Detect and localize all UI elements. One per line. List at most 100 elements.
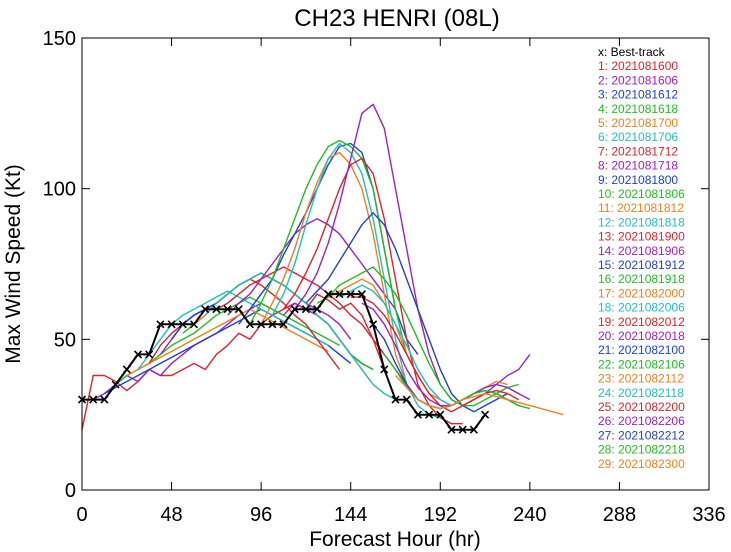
legend-entry: 16: 2021081918 — [598, 272, 685, 286]
x-axis-title: Forecast Hour (hr) — [309, 528, 481, 551]
series-line-5 — [126, 308, 329, 377]
best-track-marker — [257, 320, 266, 329]
legend-entry-best-track: x: Best-track — [598, 45, 666, 59]
best-track-marker — [178, 320, 187, 329]
y-tick-label: 0 — [65, 480, 76, 502]
series-line-15 — [238, 142, 419, 355]
best-track-marker — [369, 320, 378, 329]
legend-entry: 29: 2021082300 — [598, 457, 685, 471]
y-tick-label: 150 — [43, 28, 76, 50]
best-track-marker — [122, 365, 131, 374]
legend-entry: 23: 2021082112 — [598, 372, 684, 386]
best-track-marker — [111, 380, 120, 389]
best-track-marker — [346, 290, 355, 299]
legend-entry: 10: 2021081806 — [598, 187, 685, 201]
series-line-18 — [271, 142, 441, 419]
series-line-11 — [193, 272, 385, 395]
y-tick-label: 50 — [54, 329, 76, 351]
series-line-21 — [305, 212, 508, 413]
best-track-marker — [212, 305, 221, 314]
series-line-19 — [282, 157, 463, 425]
legend-entry: 7: 2021081712 — [598, 144, 678, 158]
series-line-14 — [227, 218, 397, 316]
best-track-marker — [481, 410, 490, 419]
series-line-22 — [316, 266, 519, 407]
legend-entry: 11: 2021081812 — [598, 201, 684, 215]
best-track-marker — [167, 320, 176, 329]
x-tick-label: 336 — [692, 504, 725, 526]
series-line-17 — [260, 151, 430, 407]
legend-entry: 8: 2021081718 — [598, 159, 678, 173]
best-track-marker — [201, 305, 210, 314]
x-tick-label: 288 — [603, 504, 636, 526]
best-track-marker — [245, 320, 255, 329]
best-track-marker — [133, 350, 143, 359]
legend-entry: 2: 2021081606 — [598, 73, 678, 87]
best-track-marker — [469, 425, 478, 434]
legend-entry: 12: 2021081818 — [598, 215, 685, 229]
x-tick-label: 144 — [334, 504, 367, 526]
best-track-marker — [391, 395, 400, 404]
best-track-marker — [100, 395, 109, 404]
x-tick-label: 96 — [250, 504, 272, 526]
best-track-marker — [380, 365, 389, 374]
legend-entry: 28: 2021082218 — [598, 443, 685, 457]
best-track-marker — [156, 320, 165, 329]
legend-entry: 22: 2021082106 — [598, 357, 685, 371]
best-track-marker — [89, 395, 98, 404]
x-tick-label: 240 — [513, 504, 546, 526]
best-track-marker — [447, 425, 456, 434]
x-tick-label: 192 — [424, 504, 457, 526]
legend-entry: 14: 2021081906 — [598, 244, 685, 258]
legend-entry: 27: 2021082212 — [598, 428, 685, 442]
legend-entry: 18: 2021082006 — [598, 301, 685, 315]
best-track-marker — [279, 320, 288, 329]
best-track-marker — [402, 395, 411, 404]
series-line-1 — [81, 293, 385, 430]
legend-entry: 17: 2021082000 — [598, 286, 685, 300]
best-track-marker — [413, 410, 422, 419]
series-line-20 — [294, 103, 531, 407]
legend-entry: 5: 2021081700 — [598, 116, 678, 130]
series-line-10 — [182, 272, 374, 371]
best-track-marker — [458, 425, 467, 434]
legend-entry: 13: 2021081900 — [598, 230, 685, 244]
series-line-12 — [204, 272, 396, 401]
axes: 0 48 96 144 192 240 288 336 0 50 100 150 — [43, 28, 726, 526]
best-track-marker — [313, 305, 322, 314]
legend-entry: 20: 2021082018 — [598, 329, 685, 343]
best-track-marker — [145, 350, 154, 359]
legend-entry: 24: 2021082118 — [598, 386, 684, 400]
legend-entry: 19: 2021082012 — [598, 315, 685, 329]
best-track-marker — [324, 290, 333, 299]
best-track-marker — [268, 320, 277, 329]
best-track-marker — [290, 305, 299, 314]
best-track-marker — [335, 290, 344, 299]
best-track-marker — [301, 305, 310, 314]
plot-lines — [81, 103, 564, 430]
best-track-marker — [436, 410, 445, 419]
chart-title: CH23 HENRI (08L) — [294, 5, 499, 32]
y-tick-label: 100 — [43, 179, 76, 201]
best-track-marker — [425, 410, 434, 419]
legend-entry: 3: 2021081612 — [598, 88, 678, 102]
series-line-29 — [394, 375, 564, 416]
best-track-marker — [357, 290, 366, 299]
x-tick-label: 0 — [76, 504, 87, 526]
y-axis-title: Max Wind Speed (Kt) — [2, 164, 25, 364]
legend-entry: 6: 2021081706 — [598, 130, 678, 144]
series-line-26 — [361, 302, 531, 407]
legend-entry: 25: 2021082200 — [598, 400, 685, 414]
legend-entry: 15: 2021081912 — [598, 258, 685, 272]
plot-frame — [81, 37, 710, 491]
best-track-marker — [234, 305, 243, 314]
legend-entry: 1: 2021081600 — [598, 59, 678, 73]
legend-entry: 4: 2021081618 — [598, 102, 678, 116]
best-track-marker — [223, 305, 232, 314]
legend-entry: 9: 2021081800 — [598, 173, 678, 187]
best-track — [77, 290, 490, 434]
series-line-16 — [249, 139, 419, 376]
x-tick-label: 48 — [160, 504, 182, 526]
